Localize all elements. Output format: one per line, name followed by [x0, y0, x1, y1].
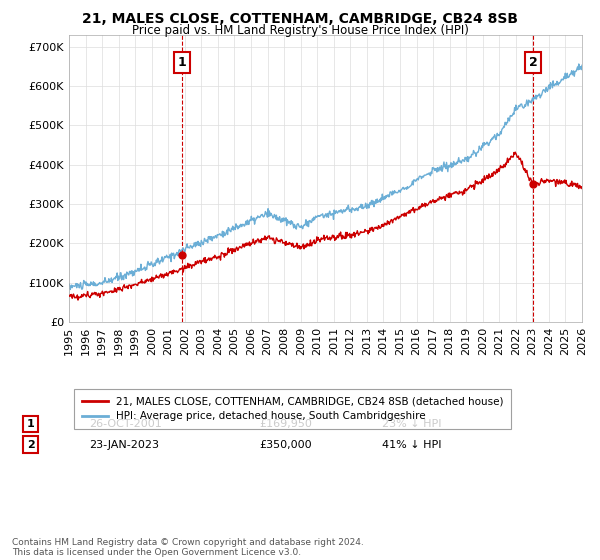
Text: 1: 1	[178, 56, 186, 69]
Text: £350,000: £350,000	[259, 440, 311, 450]
Text: Price paid vs. HM Land Registry's House Price Index (HPI): Price paid vs. HM Land Registry's House …	[131, 24, 469, 37]
Text: 23-JAN-2023: 23-JAN-2023	[89, 440, 160, 450]
Text: 26-OCT-2001: 26-OCT-2001	[89, 419, 162, 429]
Legend: 21, MALES CLOSE, COTTENHAM, CAMBRIDGE, CB24 8SB (detached house), HPI: Average p: 21, MALES CLOSE, COTTENHAM, CAMBRIDGE, C…	[74, 389, 511, 429]
Text: 21, MALES CLOSE, COTTENHAM, CAMBRIDGE, CB24 8SB: 21, MALES CLOSE, COTTENHAM, CAMBRIDGE, C…	[82, 12, 518, 26]
Text: £169,950: £169,950	[259, 419, 311, 429]
Text: 2: 2	[529, 56, 538, 69]
Text: 41% ↓ HPI: 41% ↓ HPI	[382, 440, 442, 450]
Text: 2: 2	[26, 440, 34, 450]
Text: Contains HM Land Registry data © Crown copyright and database right 2024.
This d: Contains HM Land Registry data © Crown c…	[12, 538, 364, 557]
Text: 23% ↓ HPI: 23% ↓ HPI	[382, 419, 442, 429]
Text: 1: 1	[26, 419, 34, 429]
